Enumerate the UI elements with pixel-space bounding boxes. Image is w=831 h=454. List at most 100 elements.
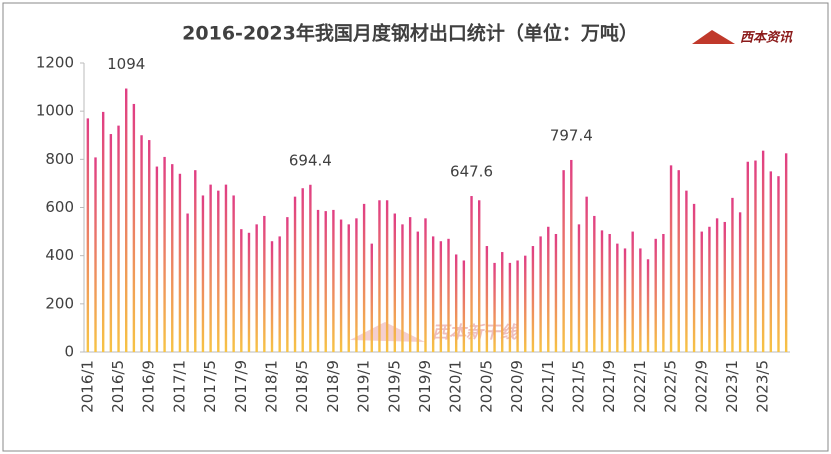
- x-tick-label: 2018/1: [263, 360, 281, 413]
- bar: [531, 246, 535, 352]
- bar: [539, 236, 542, 352]
- bar: [447, 238, 450, 352]
- bar: [769, 171, 773, 352]
- x-tick-label: 2023/5: [754, 360, 772, 413]
- bar: [623, 248, 627, 352]
- logo: 西本资讯: [740, 30, 793, 46]
- bar: [255, 224, 258, 352]
- bar: [577, 224, 581, 352]
- bar: [677, 170, 680, 352]
- watermark: 西本新干线: [432, 323, 519, 343]
- bar: [416, 231, 420, 352]
- x-tick-label: 2017/1: [170, 360, 188, 413]
- bar: [217, 190, 220, 352]
- x-tick-label: 2019/5: [385, 360, 403, 413]
- bar: [562, 170, 565, 352]
- y-tick-label: 200: [45, 294, 74, 312]
- bar: [178, 173, 182, 352]
- x-tick-label: 2017/5: [201, 360, 219, 413]
- bar: [516, 260, 519, 352]
- x-tick-label: 2020/1: [447, 360, 465, 413]
- bar: [485, 246, 489, 352]
- data-label: 694.4: [289, 151, 332, 169]
- bar: [723, 221, 726, 352]
- bar: [454, 254, 458, 352]
- bar: [186, 213, 189, 352]
- bar: [355, 218, 358, 352]
- bar: [171, 164, 174, 352]
- x-tick-label: 2021/5: [569, 360, 587, 413]
- y-tick-label: 1000: [36, 102, 74, 120]
- bar: [524, 255, 527, 352]
- bar: [631, 231, 634, 352]
- bar: [585, 196, 588, 352]
- bar: [140, 135, 143, 352]
- y-tick-label: 400: [45, 246, 74, 264]
- bar: [731, 197, 734, 352]
- y-tick-label: 800: [45, 150, 74, 168]
- bar: [232, 195, 235, 352]
- x-tick-label: 2023/1: [723, 360, 741, 413]
- bar: [761, 150, 765, 352]
- x-tick-label: 2022/9: [692, 360, 710, 413]
- y-tick-label: 0: [64, 343, 74, 361]
- bar: [148, 140, 151, 352]
- bar: [240, 229, 243, 352]
- bar: [654, 238, 657, 352]
- bar: [708, 226, 711, 352]
- bar: [493, 262, 496, 352]
- bar: [470, 196, 473, 352]
- bar: [301, 188, 304, 352]
- bar: [570, 159, 573, 352]
- bar: [339, 219, 343, 352]
- x-tick-label: 2017/9: [232, 360, 250, 413]
- bar: [777, 176, 780, 352]
- bar: [608, 233, 611, 352]
- x-tick-label: 2019/9: [416, 360, 434, 413]
- bar: [439, 241, 443, 352]
- bar: [554, 233, 558, 352]
- x-tick-label: 2020/5: [477, 360, 495, 413]
- bar: [370, 243, 373, 352]
- bar: [332, 209, 335, 352]
- bar: [508, 262, 512, 352]
- bar: [155, 166, 159, 352]
- bar: [408, 217, 412, 352]
- bar: [309, 184, 312, 352]
- bar: [393, 213, 396, 352]
- bar: [263, 215, 266, 352]
- bar: [784, 153, 788, 352]
- bar: [746, 161, 749, 352]
- bar: [662, 233, 665, 352]
- bar: [194, 170, 197, 352]
- x-tick-label: 2022/5: [662, 360, 680, 413]
- bar: [616, 243, 619, 352]
- bar: [685, 190, 688, 352]
- y-tick-label: 1200: [36, 54, 74, 72]
- bar: [286, 217, 289, 352]
- bar: [501, 252, 504, 352]
- bar: [362, 203, 366, 352]
- chart-title: 2016-2023年我国月度钢材出口统计（单位：万吨）: [182, 22, 638, 45]
- bar: [401, 224, 404, 352]
- bar: [247, 232, 251, 352]
- bar: [692, 203, 696, 352]
- bar: [209, 184, 212, 352]
- bar: [132, 103, 136, 352]
- bar: [101, 111, 105, 353]
- bar: [224, 184, 228, 352]
- bar: [715, 218, 719, 352]
- bar: [700, 231, 703, 352]
- bar: [593, 215, 596, 352]
- bar: [462, 260, 466, 352]
- y-tick-label: 600: [45, 198, 74, 216]
- x-tick-label: 2016/9: [140, 360, 158, 413]
- bar: [639, 248, 642, 352]
- x-tick-label: 2019/1: [355, 360, 373, 413]
- bar: [378, 200, 381, 352]
- bar: [163, 156, 166, 352]
- bar: [94, 157, 97, 352]
- bar: [201, 195, 205, 352]
